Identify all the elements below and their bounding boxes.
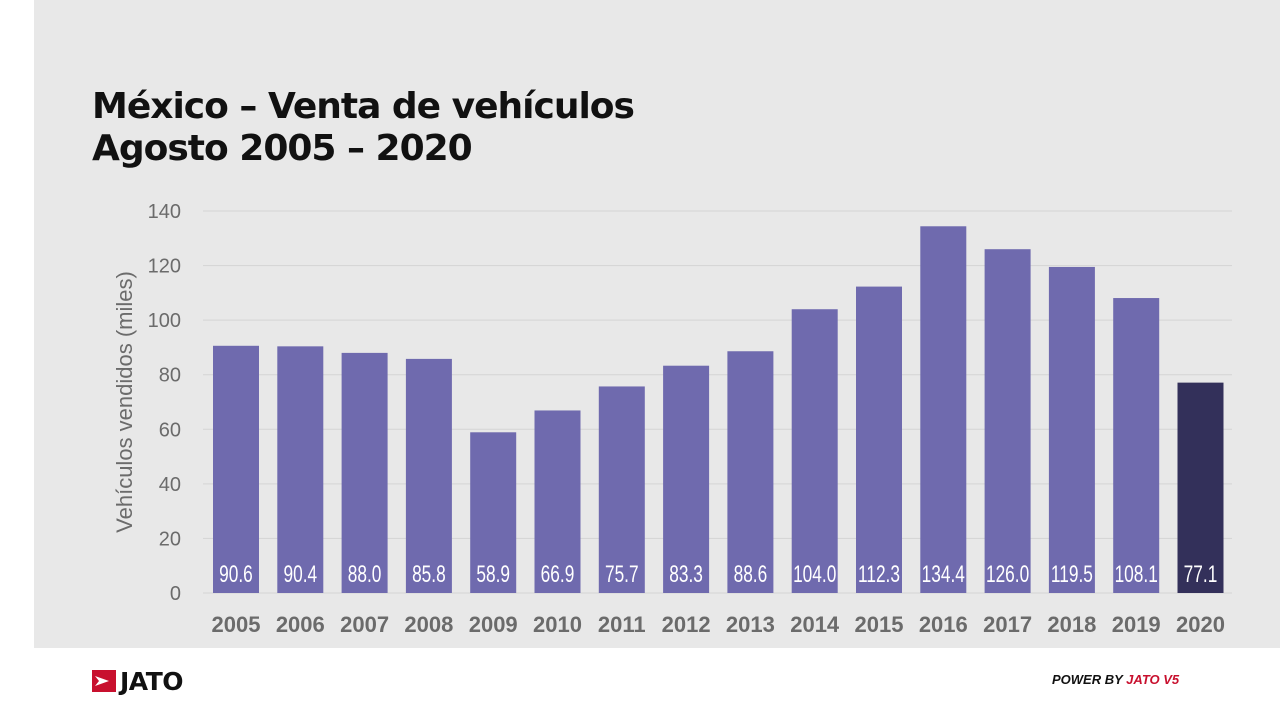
x-tick-label: 2006	[276, 612, 325, 637]
y-tick-label: 120	[148, 256, 181, 278]
bar	[470, 432, 517, 593]
x-tick-label: 2013	[726, 612, 775, 637]
bar-chart: 0 20 40 60 80 100 120 140 Vehículos vendidos (mi…	[112, 201, 1232, 637]
bar	[1048, 266, 1095, 593]
x-tick-label: 2019	[1112, 612, 1161, 637]
bar-value-label: 108.1	[1115, 561, 1158, 587]
jato-logo-text: JATO	[120, 666, 184, 696]
y-tick-label: 100	[148, 310, 181, 332]
y-tick-label: 60	[159, 419, 181, 441]
bar-value-label: 126.0	[986, 561, 1029, 587]
bar	[598, 386, 645, 593]
x-tick-label: 2008	[404, 612, 453, 637]
x-tick-label: 2017	[983, 612, 1032, 637]
jato-flag-icon	[92, 670, 116, 692]
x-tick-label: 2010	[533, 612, 582, 637]
bar-value-label: 88.6	[734, 561, 768, 587]
power-by-label: POWER BY JATO V5	[1052, 672, 1179, 687]
y-axis-label: Vehículos vendidos (miles)	[112, 271, 137, 533]
bar-value-label: 134.4	[922, 561, 966, 587]
bar	[791, 309, 838, 593]
x-tick-label: 2009	[469, 612, 518, 637]
bar-value-label: 83.3	[669, 561, 703, 587]
y-tick-label: 140	[148, 201, 181, 223]
y-tick-label: 80	[159, 365, 181, 387]
y-tick-label: 20	[159, 528, 181, 550]
jato-logo: JATO	[92, 666, 184, 696]
bar	[984, 249, 1031, 593]
bar-value-label: 104.0	[793, 561, 836, 587]
x-tick-label: 2011	[598, 612, 646, 637]
x-tick-label: 2012	[662, 612, 711, 637]
bar-value-label: 58.9	[476, 561, 510, 587]
bar	[341, 352, 388, 593]
bar	[920, 226, 967, 593]
bar	[1113, 298, 1160, 593]
bar	[213, 345, 259, 593]
title-line-1: México – Venta de vehículos	[92, 86, 635, 127]
bar-value-label: 88.0	[348, 561, 382, 587]
bar-value-label: 90.6	[219, 561, 253, 587]
bar-value-label: 112.3	[858, 561, 900, 587]
y-tick-label: 40	[159, 474, 181, 496]
bar-value-label: 66.9	[541, 561, 575, 587]
x-tick-label: 2015	[855, 612, 904, 637]
bar	[856, 286, 902, 593]
title-line-2: Agosto 2005 – 2020	[92, 128, 473, 169]
bar	[405, 358, 452, 593]
bar-value-label: 119.5	[1051, 561, 1093, 587]
x-tick-label: 2016	[919, 612, 968, 637]
bar-value-label: 90.4	[283, 561, 317, 587]
bar	[277, 346, 324, 593]
x-tick-label: 2014	[790, 612, 840, 637]
x-tick-label: 2018	[1047, 612, 1096, 637]
x-tick-label: 2020	[1176, 612, 1225, 637]
y-tick-label: 0	[170, 583, 181, 605]
power-by-brand: JATO V5	[1126, 672, 1180, 687]
bar-value-label: 75.7	[605, 561, 639, 587]
bar	[1177, 382, 1224, 593]
x-tick-label: 2007	[340, 612, 389, 637]
bar	[663, 365, 710, 593]
bar-value-label: 85.8	[412, 561, 446, 587]
bar-value-label: 77.1	[1184, 561, 1218, 587]
power-by-prefix: POWER BY	[1052, 672, 1127, 687]
chart-title: México – Venta de vehículos Agosto 2005 …	[92, 86, 635, 170]
x-tick-label: 2005	[212, 612, 261, 637]
bar	[727, 351, 774, 593]
bar	[534, 410, 581, 593]
